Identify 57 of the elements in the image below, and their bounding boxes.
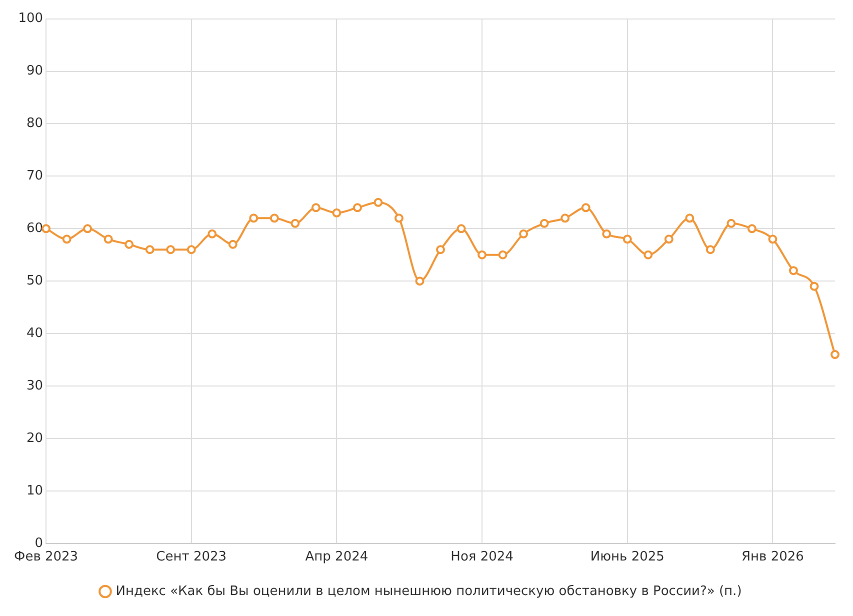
- x-tick-label: Фев 2023: [14, 550, 78, 565]
- point: [830, 350, 840, 360]
- point: [478, 250, 487, 260]
- y-tick-label: 100: [18, 11, 44, 26]
- point: [42, 224, 51, 234]
- point: [644, 250, 653, 260]
- point: [208, 229, 217, 238]
- legend-label: Индекс «Как бы Вы оценили в целом нынешнюю политическую обстановку в России?» (п.): [116, 584, 742, 599]
- x-tick-label: Ноя 2024: [450, 550, 514, 565]
- x-tick-label: Янв 2026: [742, 550, 804, 565]
- y-tick-label: 10: [26, 483, 44, 498]
- point: [352, 203, 362, 212]
- point: [581, 203, 590, 212]
- point: [415, 276, 424, 286]
- point: [560, 214, 570, 223]
- point: [228, 240, 238, 249]
- point: [768, 234, 778, 244]
- point: [124, 240, 134, 249]
- point: [311, 203, 320, 212]
- y-tick-label: 80: [26, 116, 44, 132]
- point: [810, 282, 819, 291]
- point: [747, 224, 756, 234]
- point: [166, 245, 176, 254]
- point: [519, 229, 528, 238]
- point: [394, 214, 404, 223]
- point: [62, 234, 72, 244]
- point: [498, 250, 508, 260]
- y-tick-label: 90: [26, 64, 44, 79]
- point: [788, 266, 798, 276]
- point: [145, 245, 154, 254]
- y-tick-label: 0: [34, 536, 44, 551]
- y-tick-label: 40: [26, 326, 44, 341]
- point: [602, 229, 612, 238]
- point: [622, 234, 632, 244]
- point: [456, 224, 466, 234]
- point: [540, 218, 549, 228]
- y-tick-label: 70: [26, 168, 44, 184]
- point: [706, 245, 715, 254]
- point: [664, 234, 674, 244]
- y-tick-label: 20: [26, 430, 44, 446]
- point: [374, 198, 383, 207]
- y-tick-label: 50: [26, 273, 44, 288]
- point: [436, 245, 446, 254]
- point: [270, 214, 279, 223]
- x-tick-label: Июнь 2025: [590, 550, 664, 565]
- point: [249, 214, 258, 223]
- y-tick-label: 60: [26, 221, 44, 236]
- point: [186, 245, 196, 254]
- point: [290, 218, 300, 228]
- y-tick-label: 30: [26, 378, 44, 394]
- point: [83, 224, 92, 234]
- x-tick-label: Апр 2024: [305, 550, 368, 565]
- point: [685, 214, 694, 223]
- x-tick-label: Сент 2023: [156, 550, 227, 565]
- point: [726, 218, 736, 228]
- point: [332, 208, 342, 218]
- point: [104, 234, 113, 244]
